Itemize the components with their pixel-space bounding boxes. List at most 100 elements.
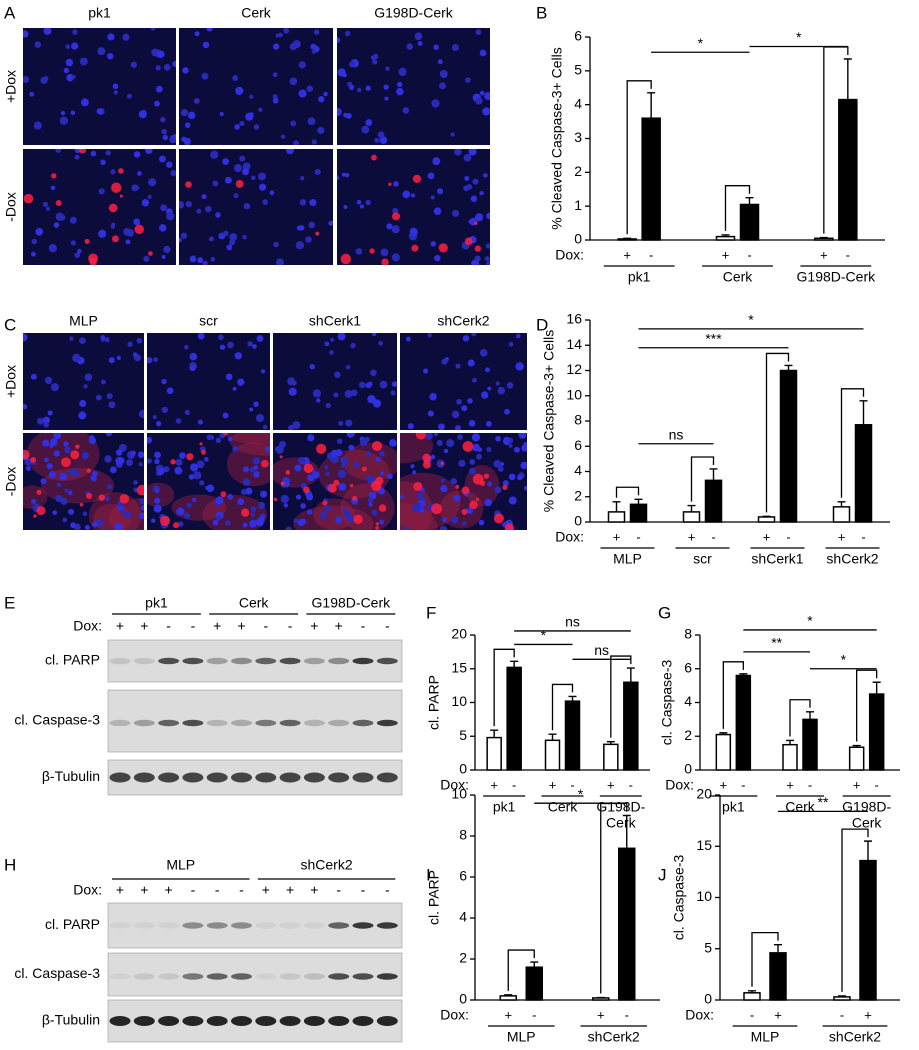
band	[376, 657, 398, 665]
red-signal	[61, 457, 71, 468]
nucleus	[468, 420, 476, 427]
band	[352, 1016, 374, 1026]
nucleus	[427, 410, 434, 417]
nucleus	[386, 223, 393, 230]
nucleus	[184, 409, 190, 415]
y-axis-label: cl. Caspase-3	[671, 854, 687, 940]
nucleus	[104, 455, 112, 463]
micrograph	[179, 149, 333, 265]
band	[133, 719, 155, 727]
bar	[623, 681, 639, 771]
nucleus	[391, 253, 400, 262]
bar	[868, 693, 885, 771]
red-signal	[273, 497, 278, 502]
nucleus	[33, 121, 42, 130]
red-signal	[371, 440, 383, 452]
red-signal	[369, 248, 375, 254]
x-axis-label: Dox:	[555, 529, 584, 545]
nucleus	[239, 155, 246, 162]
category-label: shCerk2	[588, 1029, 640, 1045]
band	[303, 922, 325, 929]
nucleus	[464, 176, 470, 181]
nucleus	[486, 212, 490, 220]
nucleus	[178, 521, 184, 527]
category-label: Cerk	[785, 799, 816, 815]
nucleus	[516, 334, 521, 339]
nucleus	[245, 487, 253, 495]
nucleus	[155, 489, 160, 494]
nucleus	[163, 245, 171, 254]
dox-label: Dox:	[73, 882, 102, 898]
significance-label: *	[748, 312, 754, 328]
nucleus	[367, 394, 376, 404]
red-signal	[422, 460, 431, 469]
nucleus	[106, 393, 113, 400]
nucleus	[350, 342, 356, 349]
nucleus	[23, 333, 28, 342]
pair-bracket	[856, 669, 878, 742]
nucleus	[250, 512, 255, 517]
band	[328, 657, 350, 665]
error-bar	[490, 729, 499, 738]
red-signal	[23, 193, 34, 204]
error-bar	[774, 943, 782, 953]
nucleus	[62, 517, 68, 523]
nucleus	[23, 30, 29, 38]
error-bar	[806, 711, 814, 720]
nucleus	[107, 52, 114, 60]
nucleus	[379, 519, 385, 525]
nucleus	[504, 408, 510, 415]
nucleus	[427, 333, 432, 338]
nucleus	[335, 516, 343, 524]
red-signal	[328, 484, 337, 493]
nucleus	[212, 519, 219, 526]
blot-label: cl. PARP	[45, 916, 100, 932]
nucleus	[188, 474, 195, 480]
nucleus	[437, 188, 444, 195]
nucleus	[46, 206, 51, 211]
nucleus	[233, 164, 243, 173]
nucleus	[114, 522, 123, 530]
band	[231, 719, 252, 727]
nucleus	[433, 433, 438, 437]
y-tick-label: 16	[566, 311, 582, 327]
nucleus	[379, 450, 385, 457]
red-signal	[415, 433, 426, 440]
nucleus	[359, 438, 368, 447]
nucleus	[261, 369, 266, 374]
nucleus	[372, 399, 382, 408]
nucleus	[225, 373, 233, 381]
nucleus	[189, 352, 198, 361]
nucleus	[67, 469, 72, 474]
nucleus	[50, 383, 60, 392]
red-signal	[349, 483, 354, 488]
nucleus	[278, 32, 283, 38]
nucleus	[523, 485, 527, 491]
nucleus	[341, 172, 346, 177]
red-signal	[33, 514, 37, 518]
nucleus	[72, 29, 78, 35]
nucleus	[147, 194, 152, 199]
red-signal	[352, 495, 358, 501]
nucleus	[69, 336, 74, 341]
x-axis-label: Dox:	[665, 777, 694, 793]
nucleus	[347, 516, 355, 524]
nucleus	[31, 238, 38, 245]
nucleus	[330, 337, 335, 342]
nucleus	[107, 33, 115, 41]
band	[303, 1016, 325, 1026]
error-bar	[568, 695, 577, 702]
nucleus	[135, 185, 140, 190]
red-signal	[413, 481, 423, 492]
y-tick-label: 5	[459, 727, 467, 743]
nucleus	[143, 255, 150, 262]
red-signal	[483, 473, 490, 479]
nucleus	[484, 256, 490, 262]
nucleus	[80, 98, 89, 107]
error-bar	[510, 660, 519, 668]
nucleus	[81, 451, 90, 460]
nucleus	[298, 61, 306, 69]
nucleus	[127, 341, 133, 348]
y-tick-label: 4	[459, 909, 467, 925]
nucleus	[79, 399, 87, 408]
